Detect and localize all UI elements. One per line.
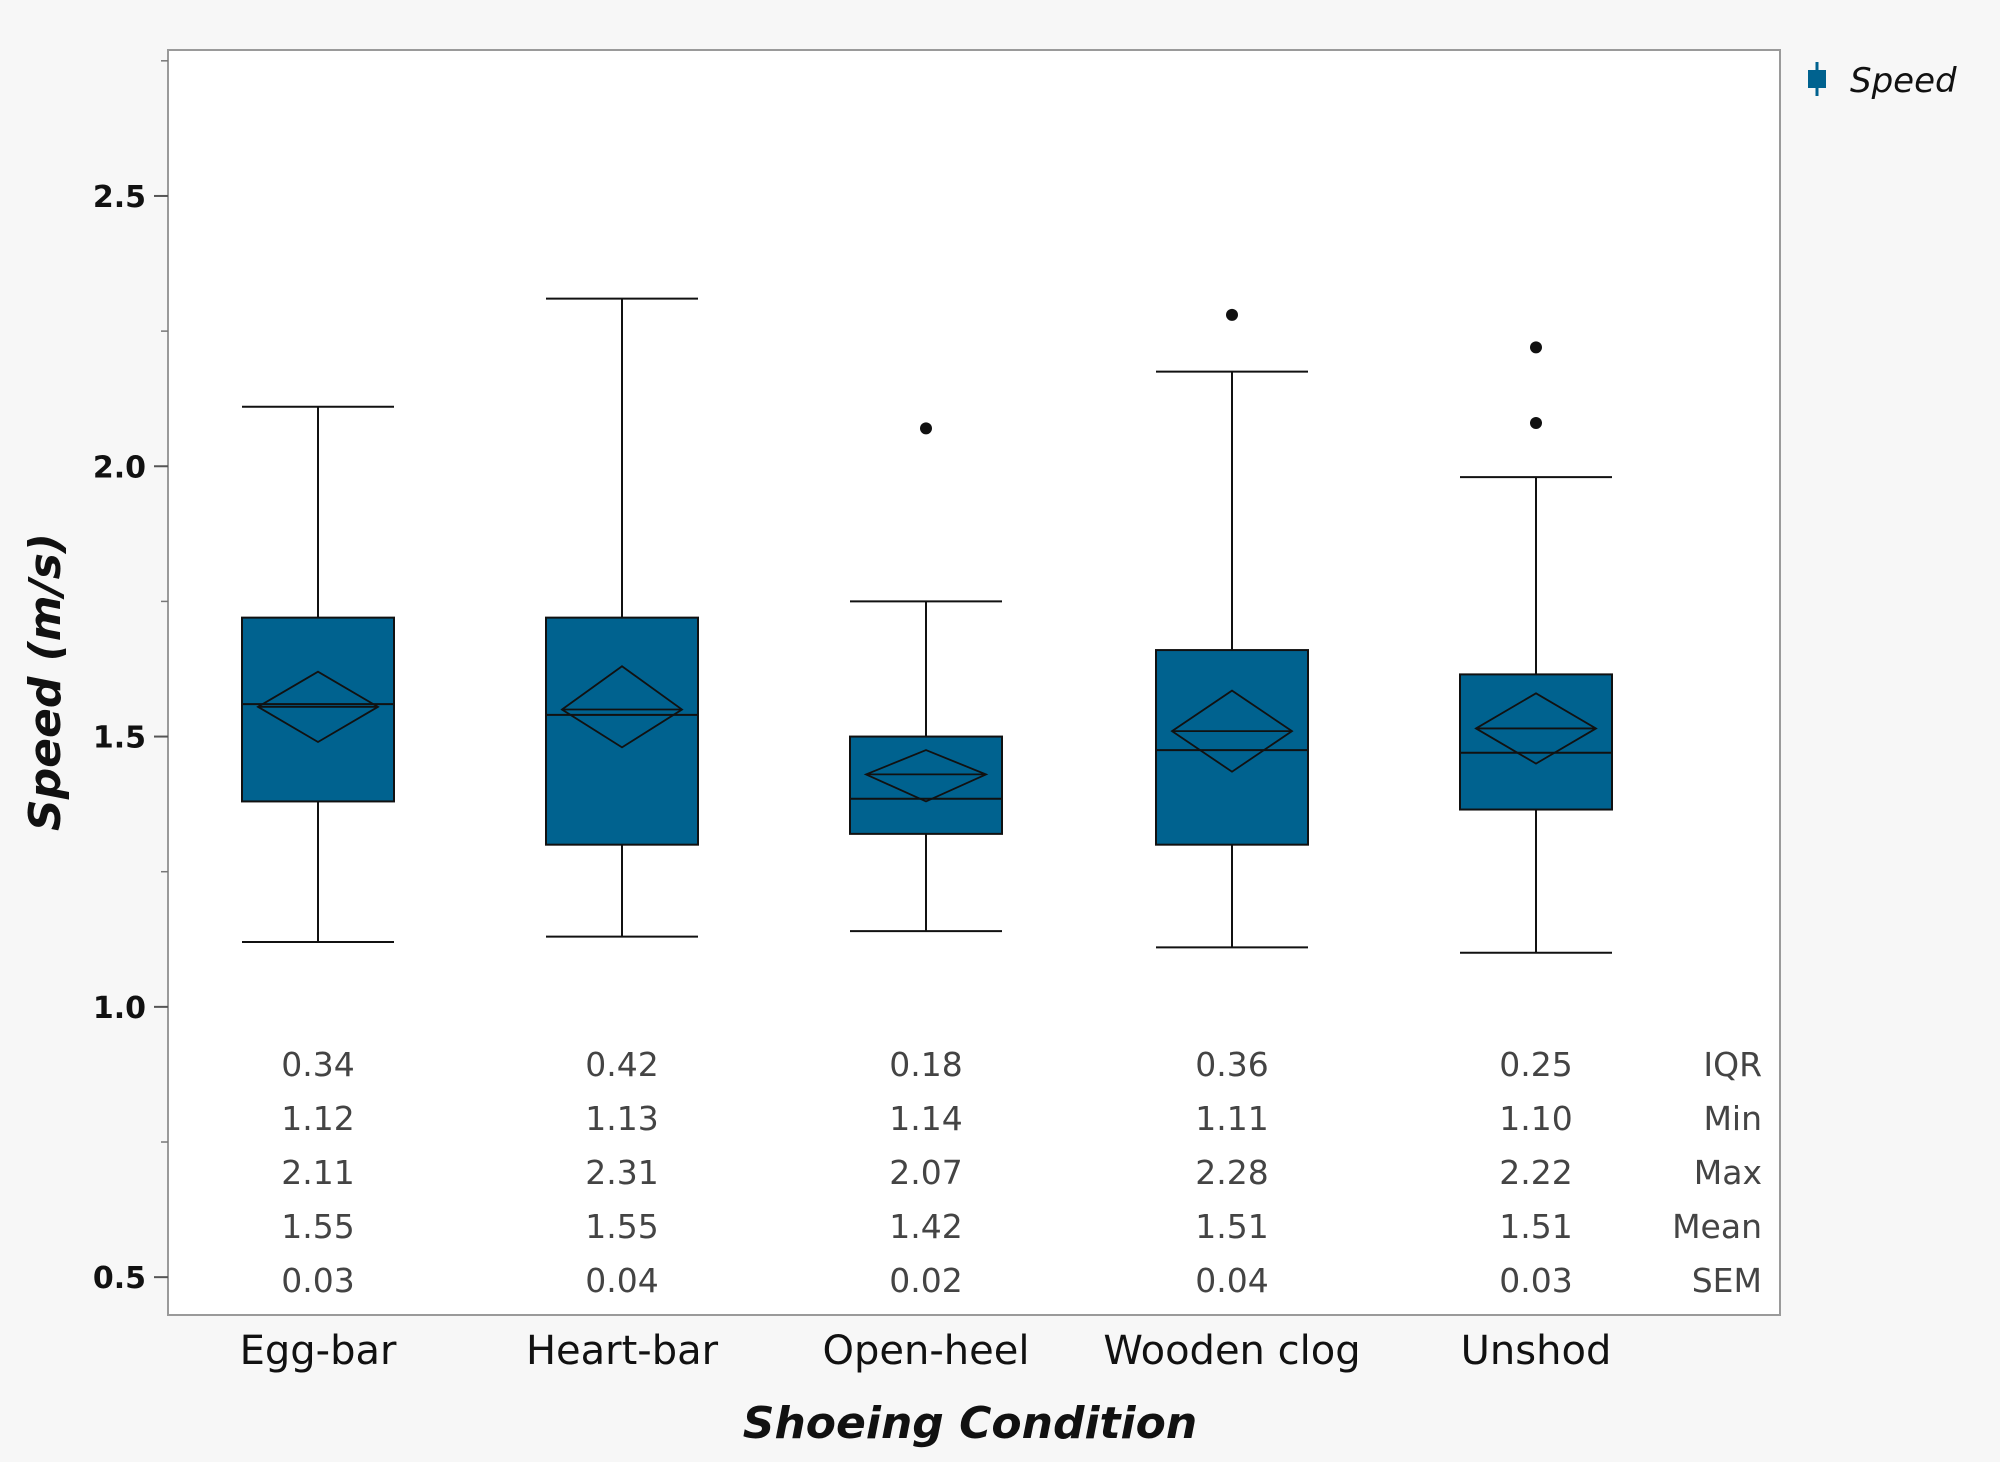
stat-value: 0.02 [889,1261,962,1300]
stat-value: 1.51 [1195,1207,1268,1246]
stat-row-label: Max [1694,1153,1762,1192]
stat-row-label: Mean [1672,1207,1762,1246]
stat-value: 1.14 [889,1099,962,1138]
box-group [1155,308,1309,949]
box-group [849,422,1003,933]
stat-value: 1.11 [1195,1099,1268,1138]
iqr-box [241,616,395,803]
stat-value: 1.55 [585,1207,658,1246]
stat-value: 1.13 [585,1099,658,1138]
box-series [241,297,1613,954]
x-category-label: Open-heel [823,1328,1030,1374]
stat-value: 1.12 [281,1099,354,1138]
iqr-box [849,735,1003,835]
legend-label: Speed [1850,61,1957,101]
iqr-box [1155,649,1309,846]
stat-value: 2.28 [1195,1153,1268,1192]
stat-row-label: Min [1703,1099,1762,1138]
x-category-label: Wooden clog [1103,1328,1360,1374]
iqr-box [1459,673,1613,811]
box-group [545,297,699,938]
stat-value: 0.03 [1499,1261,1572,1300]
stat-value: 0.18 [889,1045,962,1084]
stat-value: 0.36 [1195,1045,1268,1084]
box-group [241,405,395,943]
stat-value: 2.22 [1499,1153,1572,1192]
y-axis: 0.5 1.0 1.5 2.0 2.5 [93,60,168,1296]
iqr-box [545,616,699,846]
stat-value: 2.07 [889,1153,962,1192]
x-category-label: Unshod [1461,1328,1612,1374]
stat-value: 0.34 [281,1045,354,1084]
stat-value: 0.25 [1499,1045,1572,1084]
outlier-point [1530,341,1542,354]
stat-value: 0.03 [281,1261,354,1300]
stat-value: 1.10 [1499,1099,1572,1138]
stat-value: 2.31 [585,1153,658,1192]
stat-value: 0.04 [585,1261,658,1300]
stat-value: 1.51 [1499,1207,1572,1246]
x-axis-categories: Egg-bar Heart-bar Open-heel Wooden clog Unsh… [240,1328,1612,1374]
outlier-point [920,422,932,435]
y-tick-label: 2.0 [93,450,146,485]
y-tick-label: 1.0 [93,991,146,1026]
y-tick-label: 2.5 [93,180,146,215]
x-category-label: Heart-bar [526,1328,719,1374]
stat-row-label: IQR [1703,1045,1762,1084]
stat-value: 2.11 [281,1153,354,1192]
y-tick-label: 1.5 [93,721,146,756]
stat-value: 0.04 [1195,1261,1268,1300]
stat-value: 1.42 [889,1207,962,1246]
stat-value: 0.42 [585,1045,658,1084]
stats-table: 0.34 0.42 0.18 0.36 0.25 IQR 1.12 1.13 1.14 1.11 1… [281,1045,1762,1300]
stat-value: 1.55 [281,1207,354,1246]
y-tick-label: 0.5 [93,1261,146,1296]
x-category-label: Egg-bar [240,1328,397,1374]
outlier-point [1530,417,1542,430]
stat-row-label: SEM [1692,1261,1762,1300]
box-group [1459,341,1613,954]
outlier-point [1226,308,1238,321]
x-axis-title: Shoeing Condition [743,1398,1197,1449]
y-axis-title: Speed (m/s) [20,533,71,831]
legend: Speed [1808,61,1957,101]
